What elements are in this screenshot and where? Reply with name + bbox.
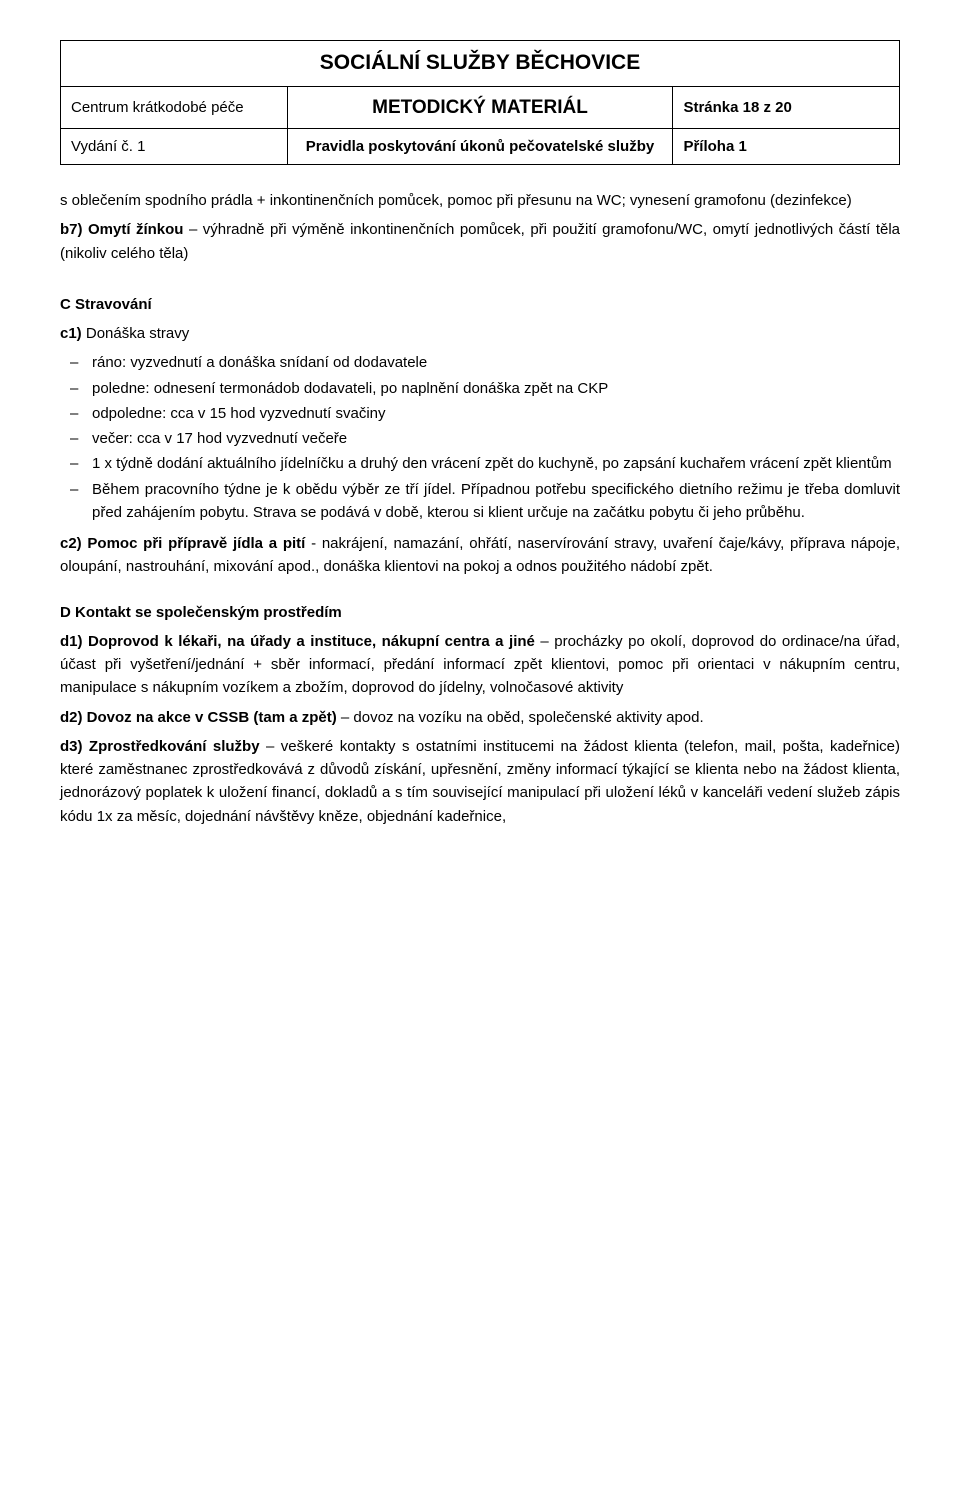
document-header-table: SOCIÁLNÍ SLUŽBY BĚCHOVICE Centrum krátko… [60,40,900,165]
c1-title: Donáška stravy [82,325,190,342]
b7-label: b7) Omytí žínkou [60,221,183,238]
list-item: večer: cca v 17 hod vyzvednutí večeře [92,427,900,450]
header-right-top: Stránka 18 z 20 [673,86,900,128]
d2-text: – dovoz na vozíku na oběd, společenské a… [337,709,704,726]
header-right-bottom: Příloha 1 [673,128,900,164]
org-title: SOCIÁLNÍ SLUŽBY BĚCHOVICE [61,41,900,87]
b7-text: – výhradně při výměně inkontinenčních po… [60,221,900,261]
section-d-title: D Kontakt se společenským prostředím [60,601,900,624]
header-mid-bottom: Pravidla poskytování úkonů pečovatelské … [287,128,673,164]
d3-label: d3) Zprostředkování služby [60,738,260,755]
d2-label: d2) Dovoz na akce v CSSB (tam a zpět) [60,709,337,726]
c2-label: c2) Pomoc při přípravě jídla a pití [60,535,305,552]
d3-paragraph: d3) Zprostředkování služby – veškeré kon… [60,735,900,828]
list-item: ráno: vyzvednutí a donáška snídaní od do… [92,351,900,374]
d2-paragraph: d2) Dovoz na akce v CSSB (tam a zpět) – … [60,706,900,729]
section-c-title: C Stravování [60,293,900,316]
document-body: s oblečením spodního prádla + inkontinen… [60,189,900,828]
c2-paragraph: c2) Pomoc při přípravě jídla a pití - na… [60,532,900,579]
header-left-bottom: Vydání č. 1 [61,128,288,164]
header-left-top: Centrum krátkodobé péče [61,86,288,128]
header-mid-top: METODICKÝ MATERIÁL [287,86,673,128]
c1-label: c1) [60,325,82,342]
list-item: 1 x týdně dodání aktuálního jídelníčku a… [92,452,900,475]
intro-p1: s oblečením spodního prádla + inkontinen… [60,189,900,212]
d1-label: d1) Doprovod k lékaři, na úřady a instit… [60,633,535,650]
list-item: poledne: odnesení termonádob dodavateli,… [92,377,900,400]
d1-paragraph: d1) Doprovod k lékaři, na úřady a instit… [60,630,900,700]
c1-heading: c1) Donáška stravy [60,322,900,345]
list-item: odpoledne: cca v 15 hod vyzvednutí svači… [92,402,900,425]
list-item: Během pracovního týdne je k obědu výběr … [92,478,900,525]
intro-p2: b7) Omytí žínkou – výhradně při výměně i… [60,218,900,265]
c1-bullet-list: ráno: vyzvednutí a donáška snídaní od do… [60,351,900,524]
